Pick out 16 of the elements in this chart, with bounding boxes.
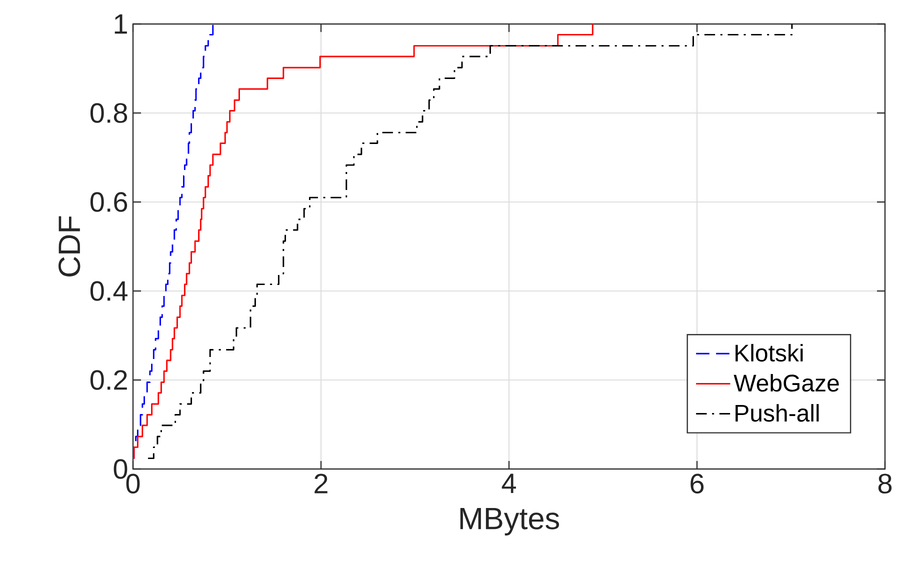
y-axis-title: CDF <box>58 216 80 276</box>
legend-label: Klotski <box>736 344 803 362</box>
y-tick-label: 0.8 <box>90 103 128 123</box>
x-tick-label: 0 <box>126 474 140 494</box>
y-tick-label: 0.2 <box>90 370 127 390</box>
x-tick-label: 4 <box>502 474 516 493</box>
x-axis-title: MBytes <box>460 508 560 536</box>
y-tick-label: 0.6 <box>90 192 128 212</box>
y-tick-label: 1 <box>114 14 127 34</box>
legend-label: Push-all <box>736 404 819 422</box>
x-tick-label: 2 <box>314 474 328 494</box>
x-tick-label: 6 <box>690 474 704 494</box>
y-tick-label: 0.4 <box>90 281 128 301</box>
x-tick-label: 8 <box>878 474 892 494</box>
y-tick-label: 0 <box>114 459 128 479</box>
legend-label: WebGaze <box>734 374 839 392</box>
